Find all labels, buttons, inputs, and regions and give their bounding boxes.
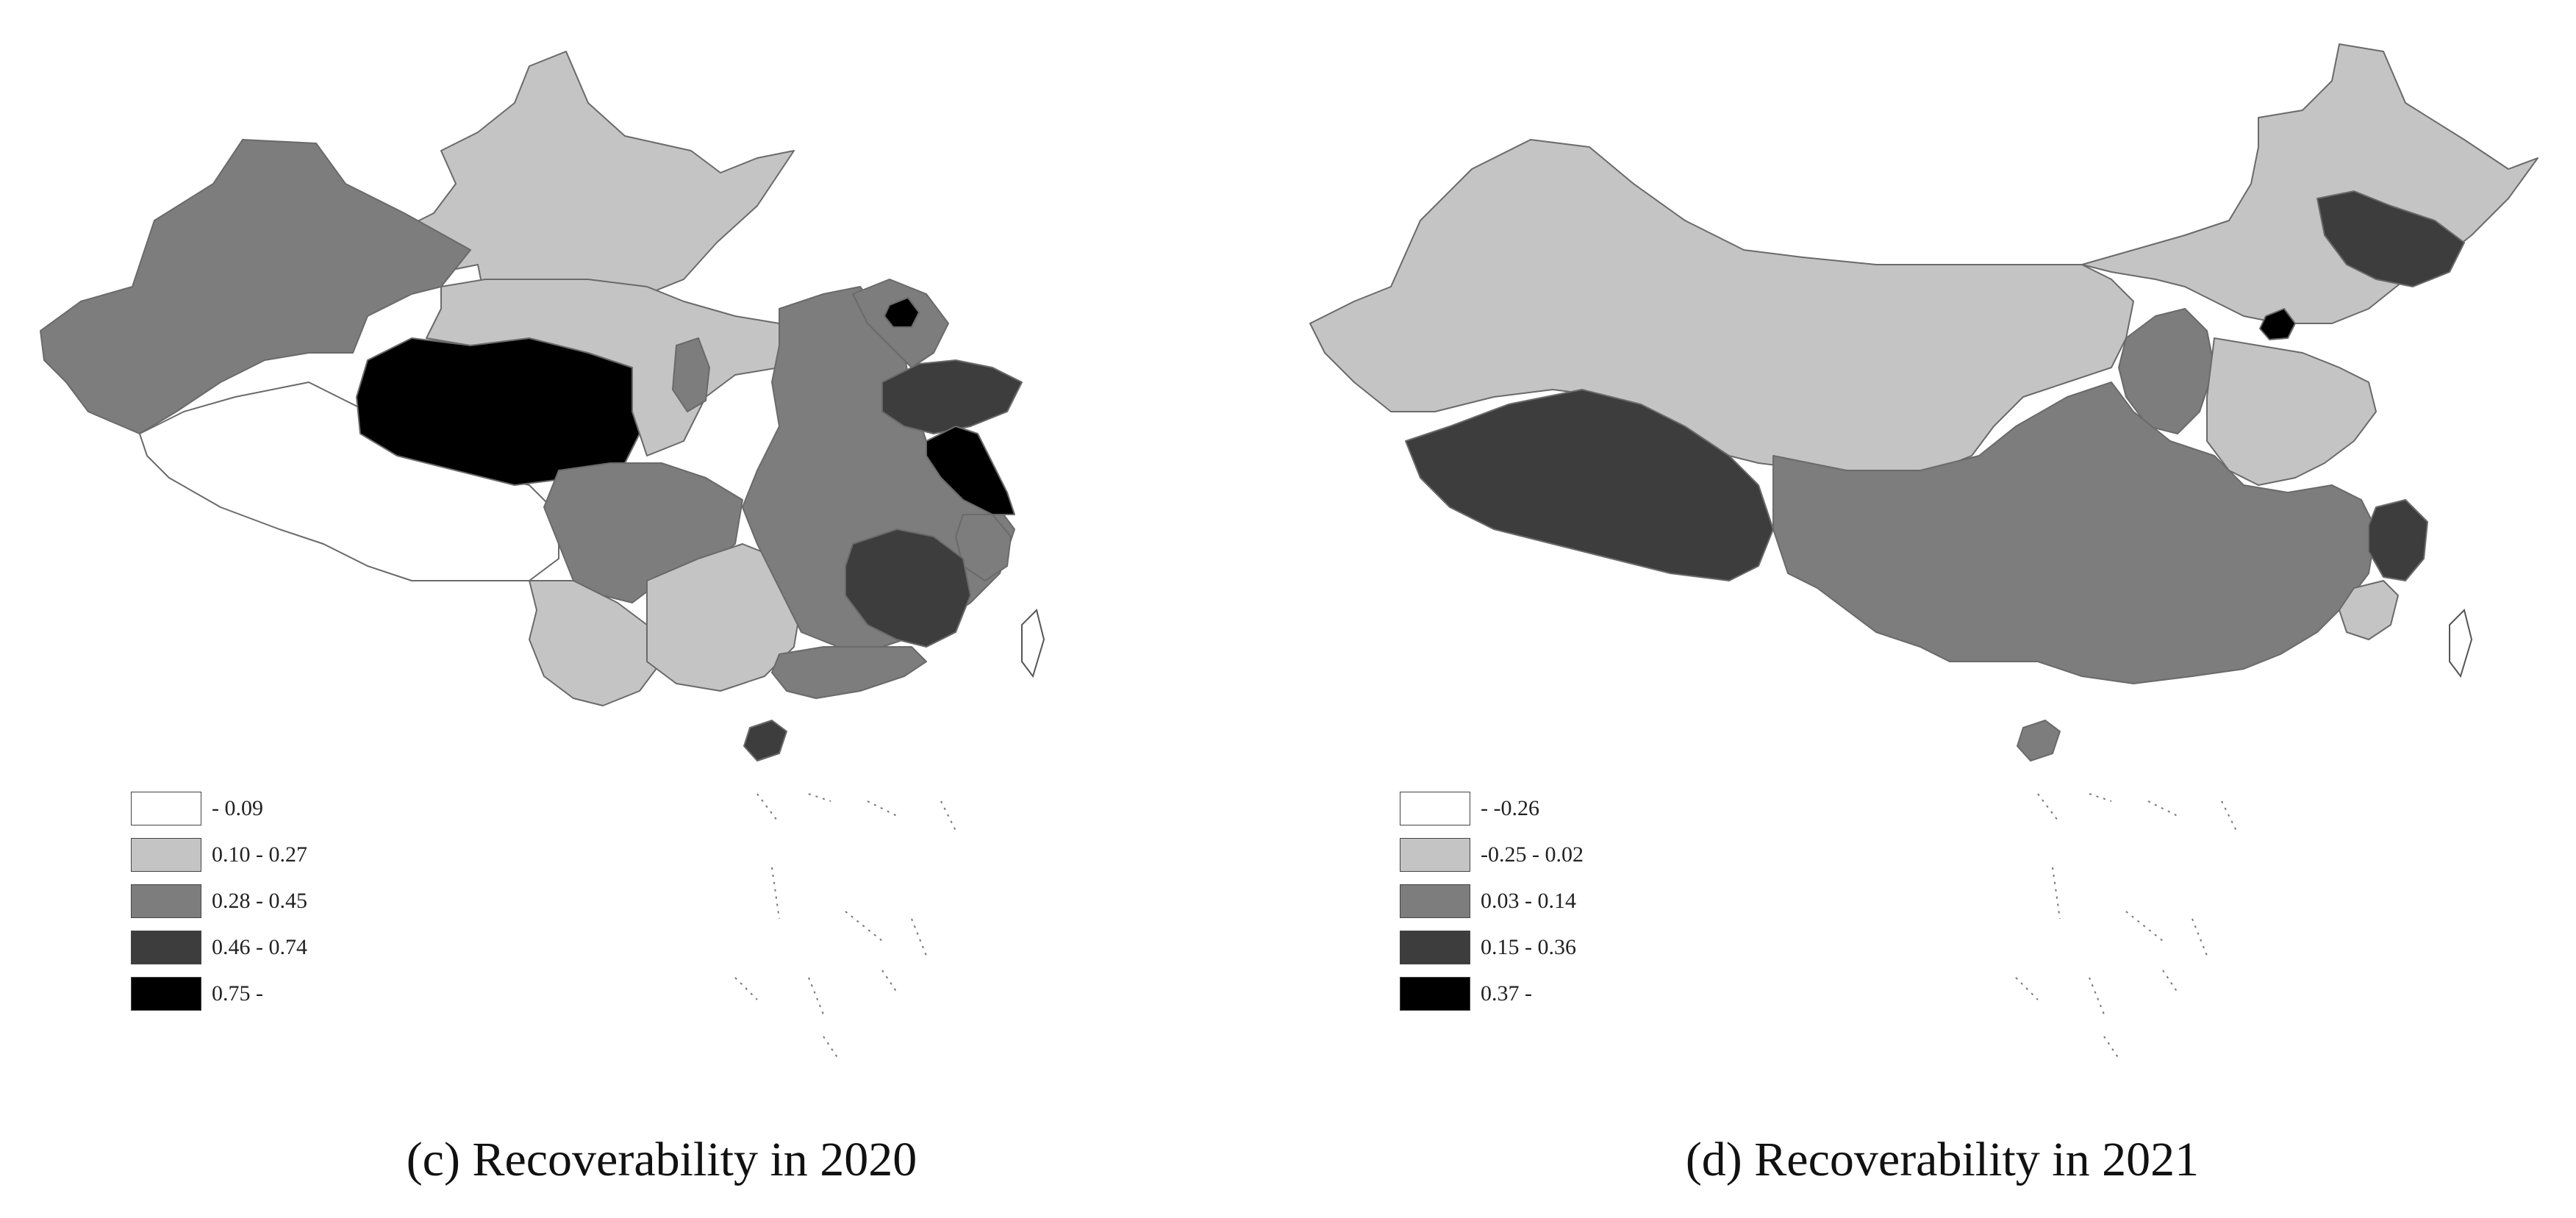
region-ningxia	[672, 337, 710, 412]
region-yunnan	[529, 580, 662, 706]
legend-item: 0.28 - 0.45	[131, 883, 307, 920]
legend-label: 0.75 -	[212, 981, 263, 1006]
legend-swatch	[131, 931, 201, 964]
choropleth-map-2021	[1309, 43, 2539, 1059]
region-fujian	[2339, 580, 2399, 640]
region-tibet	[1405, 389, 1774, 581]
legend-item: - 0.09	[131, 790, 263, 827]
region-hainan	[2017, 720, 2061, 762]
legend-swatch	[1400, 931, 1470, 964]
region-jiangxi-fujian	[845, 529, 971, 648]
legend-item: 0.15 - 0.36	[1400, 929, 1576, 966]
region-jilin	[2316, 190, 2465, 287]
legend-swatch	[131, 792, 201, 825]
legend-label: - 0.09	[212, 796, 263, 820]
legend-item: 0.46 - 0.74	[131, 929, 307, 966]
region-beijing	[2259, 308, 2296, 340]
region-xinjiang	[40, 139, 471, 434]
legend-item: 0.37 -	[1400, 975, 1532, 1012]
region-zhejiang	[955, 514, 1012, 581]
legend-swatch	[1400, 838, 1470, 872]
region-shandong	[881, 359, 1023, 434]
region-gansu	[426, 279, 809, 456]
legend-swatch	[131, 838, 201, 872]
legend-label: 0.15 - 0.36	[1481, 935, 1576, 959]
legend-label: 0.10 - 0.27	[212, 842, 307, 867]
south-china-sea-islands	[2015, 793, 2237, 1059]
legend-swatch	[131, 884, 201, 918]
legend-item: 0.03 - 0.14	[1400, 883, 1576, 920]
legend-item: - -0.26	[1400, 790, 1539, 827]
legend-label: 0.37 -	[1481, 981, 1532, 1006]
legend-label: - -0.26	[1481, 796, 1539, 820]
choropleth-map-2020	[40, 51, 1045, 1059]
legend-swatch	[1400, 884, 1470, 918]
region-north-plain	[2206, 337, 2377, 486]
caption-2021: (d) Recoverability in 2021	[1685, 1133, 2200, 1186]
caption-2020: (c) Recoverability in 2020	[406, 1133, 917, 1186]
taiwan-outline	[2449, 609, 2473, 678]
legend-swatch	[1400, 792, 1470, 825]
legend-label: 0.46 - 0.74	[212, 935, 307, 959]
map-panel-2020: - 0.09 0.10 - 0.27 0.28 - 0.45 0.46 - 0.…	[40, 51, 1045, 1186]
region-hainan	[743, 720, 787, 762]
region-guangdong	[771, 646, 927, 699]
region-jiangsu	[926, 426, 1015, 515]
legend-item: -0.25 - 0.02	[1400, 837, 1584, 873]
legend-label: -0.25 - 0.02	[1481, 842, 1584, 867]
region-northeast	[2081, 43, 2539, 324]
region-zhejiang	[2368, 499, 2428, 581]
legend-item: 0.10 - 0.27	[131, 837, 307, 873]
region-tibet	[139, 381, 559, 581]
legend-label: 0.03 - 0.14	[1481, 889, 1576, 913]
legend-item: 0.75 -	[131, 975, 263, 1012]
region-north-central	[2118, 308, 2215, 434]
region-beijing	[884, 297, 920, 328]
map-panel-2021: - -0.26 -0.25 - 0.02 0.03 - 0.14 0.15 - …	[1288, 0, 2576, 1218]
region-northwest	[1309, 139, 2134, 479]
legend-label: 0.28 - 0.45	[212, 889, 307, 913]
legend-swatch	[131, 977, 201, 1011]
south-china-sea-islands	[734, 793, 956, 1059]
taiwan-outline	[1021, 609, 1045, 678]
legend-swatch	[1400, 977, 1470, 1011]
